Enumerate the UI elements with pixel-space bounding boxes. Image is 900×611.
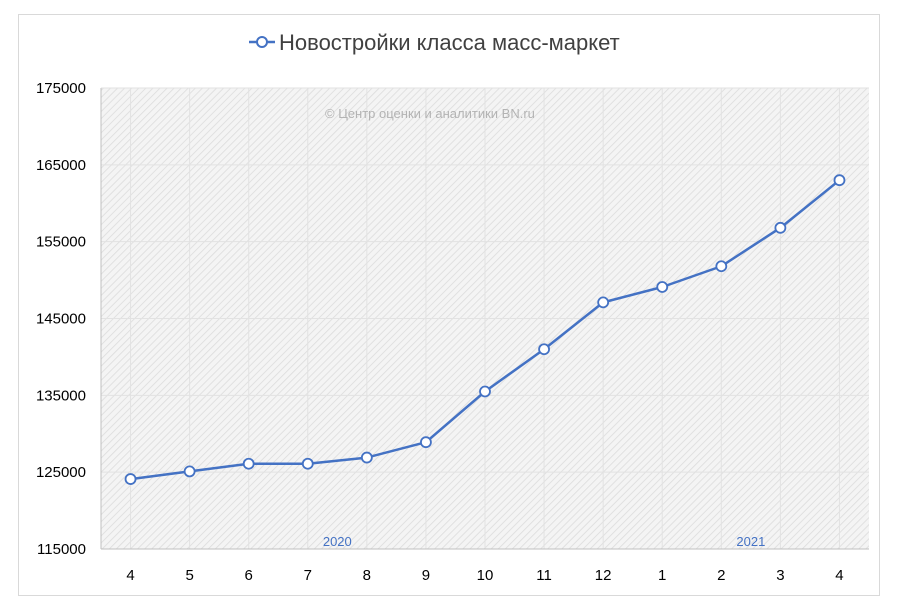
- x-tick-label: 9: [422, 567, 430, 584]
- data-point: [538, 343, 550, 356]
- data-point: [833, 174, 846, 187]
- watermark: © Центр оценки и аналитики BN.ru: [325, 106, 535, 121]
- x-tick-label: 4: [835, 567, 843, 584]
- x-tick-label: 3: [776, 567, 784, 584]
- data-point: [715, 260, 728, 273]
- x-tick-label: 5: [185, 567, 193, 584]
- y-tick-label: 135000: [36, 387, 86, 404]
- gridlines: [101, 87, 869, 549]
- data-point: [420, 436, 432, 449]
- x-tick-label: 1: [658, 567, 666, 584]
- legend-marker-icon: [256, 36, 268, 48]
- year-label: 2020: [323, 534, 352, 549]
- data-point: [656, 281, 669, 293]
- x-tick-label: 10: [477, 567, 494, 584]
- y-tick-label: 155000: [36, 234, 86, 251]
- x-tick-label: 4: [126, 567, 134, 584]
- legend: Новостройки класса масс-маркет: [249, 30, 620, 55]
- y-tick-label: 115000: [37, 541, 86, 558]
- x-tick-label: 7: [304, 567, 312, 584]
- x-tick-label: 8: [363, 567, 371, 584]
- series-group: [124, 174, 846, 485]
- x-tick-label: 2: [717, 567, 725, 584]
- y-axis-ticks: 175000 165000 155000 145000 135000 125000 1150…: [36, 80, 86, 558]
- y-tick-label: 175000: [36, 80, 86, 97]
- data-point: [774, 221, 787, 234]
- x-tick-label: 12: [595, 567, 612, 584]
- y-tick-label: 125000: [36, 464, 86, 481]
- year-labels: 2020 2021: [323, 534, 765, 549]
- x-axis-ticks: 4 5 6 7 8 9 10 11 12 1 2 3 4: [126, 567, 843, 584]
- data-point: [242, 457, 255, 470]
- legend-label: Новостройки класса масс-маркет: [279, 30, 620, 55]
- x-tick-label: 11: [536, 567, 552, 584]
- year-label: 2021: [736, 534, 765, 549]
- data-point: [479, 385, 491, 398]
- data-point: [183, 465, 196, 478]
- data-point: [301, 457, 314, 470]
- axes: [100, 88, 869, 550]
- data-point: [597, 296, 610, 309]
- y-tick-label: 165000: [36, 157, 86, 174]
- data-point: [124, 473, 137, 485]
- x-tick-label: 6: [245, 567, 253, 584]
- y-tick-label: 145000: [36, 311, 86, 328]
- data-point: [360, 451, 373, 464]
